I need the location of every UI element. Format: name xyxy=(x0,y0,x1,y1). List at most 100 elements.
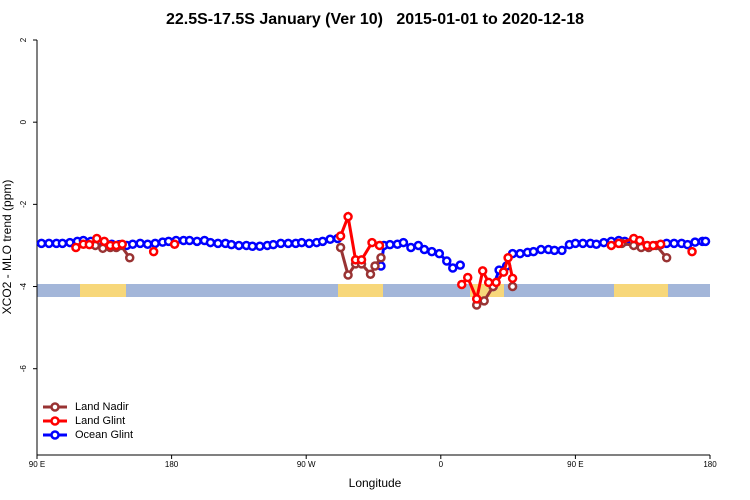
point xyxy=(483,277,494,288)
legend-marker xyxy=(50,416,60,426)
point xyxy=(304,238,314,249)
point xyxy=(614,238,624,249)
point xyxy=(226,239,237,250)
point xyxy=(515,248,525,259)
point xyxy=(283,238,294,249)
point xyxy=(634,235,645,246)
point xyxy=(192,236,202,247)
legend-marker xyxy=(50,430,60,440)
x-tick-label: 180 xyxy=(703,460,717,469)
point xyxy=(57,238,68,249)
x-tick-label: 90 W xyxy=(297,460,316,469)
point xyxy=(455,260,465,270)
series xyxy=(90,238,672,310)
point xyxy=(124,253,135,263)
point xyxy=(599,237,609,248)
point xyxy=(427,246,437,257)
point xyxy=(343,270,353,280)
x-axis-label: Longitude xyxy=(349,476,402,490)
point xyxy=(570,238,581,249)
point xyxy=(661,253,672,263)
point xyxy=(503,253,513,263)
point xyxy=(127,239,138,249)
x-tick-label: 90 E xyxy=(29,460,45,469)
point xyxy=(479,296,489,306)
land-patch xyxy=(338,284,383,297)
point xyxy=(99,236,110,247)
point xyxy=(325,234,335,245)
point xyxy=(335,242,346,253)
y-tick-label: -2 xyxy=(19,200,28,208)
y-tick-label: 2 xyxy=(19,37,28,42)
chart-title: 22.5S-17.5S January (Ver 10) 2015-01-01 … xyxy=(166,11,584,28)
point xyxy=(491,277,501,288)
x-tick-label: 90 E xyxy=(567,460,583,469)
point xyxy=(296,237,307,248)
y-tick-label: -6 xyxy=(19,365,28,373)
point xyxy=(528,246,539,257)
point xyxy=(44,238,54,249)
point xyxy=(498,267,509,277)
legend: Land Nadir Land Glint Ocean Glint xyxy=(43,401,133,441)
point xyxy=(343,211,353,222)
point xyxy=(557,245,567,256)
point xyxy=(335,231,346,241)
point xyxy=(36,238,47,249)
point xyxy=(462,272,473,283)
point xyxy=(434,248,445,259)
legend-marker xyxy=(50,402,60,412)
point xyxy=(317,236,328,247)
point xyxy=(471,294,482,304)
point xyxy=(606,240,617,251)
point xyxy=(169,239,180,249)
point xyxy=(376,253,386,263)
point xyxy=(578,238,588,249)
point xyxy=(700,236,711,247)
point xyxy=(442,256,452,266)
point xyxy=(117,239,127,249)
point xyxy=(356,255,367,265)
point xyxy=(477,266,488,276)
point xyxy=(234,240,244,251)
point xyxy=(84,239,95,250)
y-tick-label: 0 xyxy=(19,119,28,124)
point xyxy=(413,240,424,251)
point xyxy=(135,238,145,249)
point xyxy=(690,237,700,247)
y-tick-label: -4 xyxy=(19,282,28,290)
point xyxy=(148,246,159,257)
point xyxy=(268,239,279,250)
point xyxy=(184,235,195,246)
point xyxy=(419,244,430,255)
point xyxy=(276,238,286,249)
point xyxy=(669,238,679,249)
land-patch xyxy=(614,284,668,297)
point xyxy=(370,261,380,271)
point xyxy=(682,239,693,250)
surface-band xyxy=(37,284,710,297)
point xyxy=(549,245,560,256)
point xyxy=(648,240,658,251)
x-tick-label: 0 xyxy=(439,460,444,469)
point xyxy=(150,238,160,249)
point xyxy=(247,241,258,252)
series xyxy=(72,213,695,302)
point xyxy=(456,279,467,290)
point xyxy=(205,237,216,248)
point xyxy=(398,237,409,248)
point xyxy=(92,233,102,244)
point xyxy=(255,241,265,252)
point xyxy=(507,273,518,284)
point xyxy=(591,239,602,249)
point xyxy=(655,239,666,249)
y-axis-label: XCO2 - MLO trend (ppm) xyxy=(0,180,14,315)
legend-label: Land Nadir xyxy=(75,401,129,413)
point xyxy=(142,239,153,249)
x-tick-label: 180 xyxy=(165,460,179,469)
land-patch xyxy=(80,284,126,297)
point xyxy=(507,281,518,292)
legend-label: Land Glint xyxy=(75,415,125,427)
legend-label: Ocean Glint xyxy=(75,429,133,441)
point xyxy=(367,237,377,248)
